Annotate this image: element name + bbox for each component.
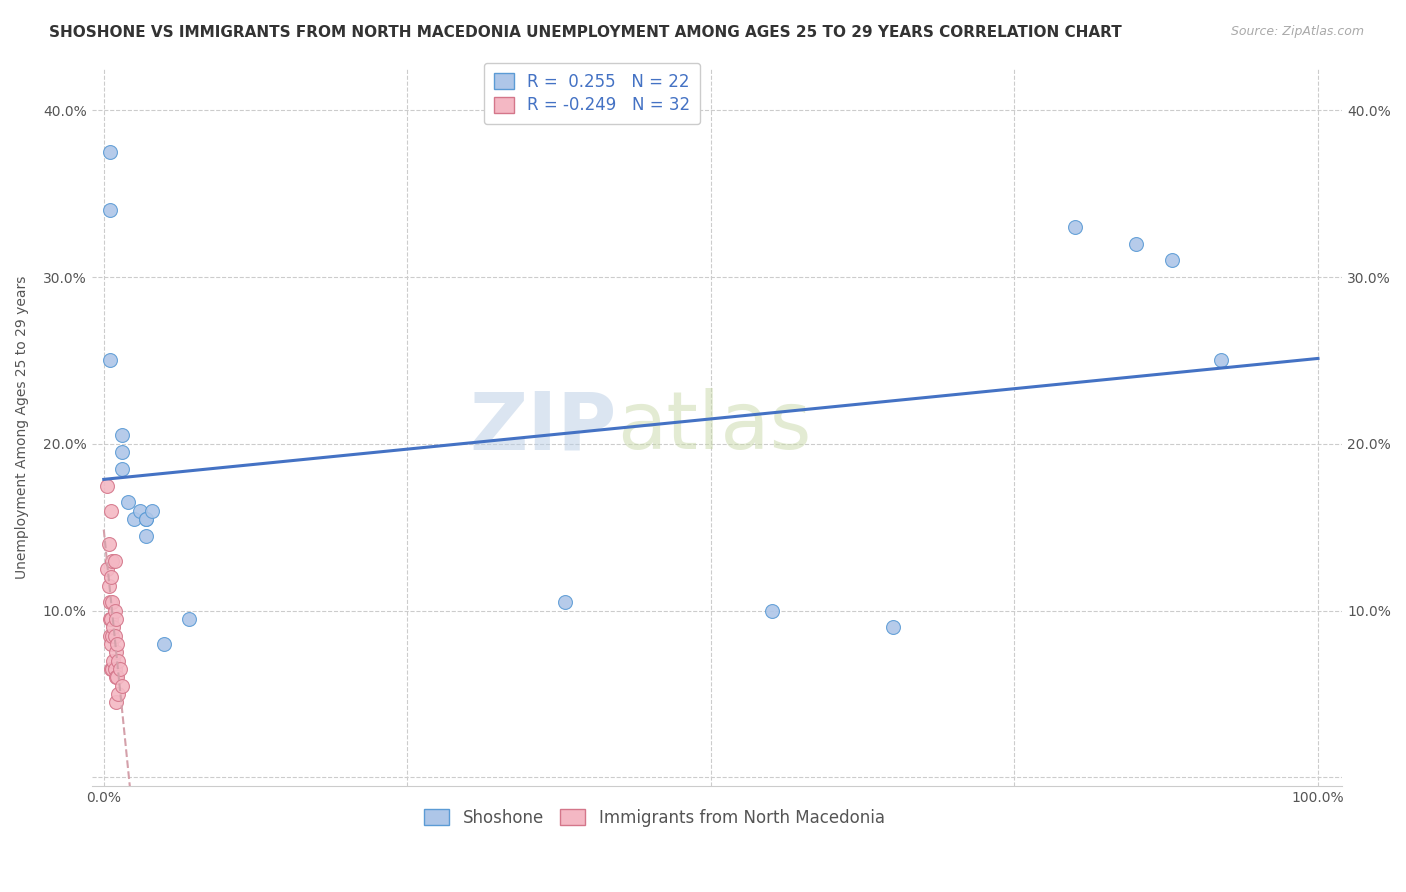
Point — [107, 654, 129, 668]
Point — [177, 612, 200, 626]
Point — [111, 679, 134, 693]
Point — [141, 503, 163, 517]
Point — [104, 670, 127, 684]
Point — [554, 595, 576, 609]
Point — [105, 670, 128, 684]
Point — [104, 604, 127, 618]
Point — [107, 687, 129, 701]
Point — [98, 353, 121, 368]
Point — [104, 612, 127, 626]
Legend: Shoshone, Immigrants from North Macedonia: Shoshone, Immigrants from North Macedoni… — [416, 800, 893, 835]
Point — [1064, 219, 1087, 234]
Point — [104, 662, 127, 676]
Point — [100, 612, 122, 626]
Point — [882, 620, 904, 634]
Point — [135, 528, 157, 542]
Point — [122, 512, 145, 526]
Point — [98, 595, 121, 609]
Point — [103, 654, 125, 668]
Point — [111, 428, 134, 442]
Point — [100, 637, 122, 651]
Point — [97, 537, 120, 551]
Point — [761, 604, 783, 618]
Point — [135, 512, 157, 526]
Point — [98, 612, 121, 626]
Text: Source: ZipAtlas.com: Source: ZipAtlas.com — [1230, 25, 1364, 38]
Point — [129, 503, 152, 517]
Text: SHOSHONE VS IMMIGRANTS FROM NORTH MACEDONIA UNEMPLOYMENT AMONG AGES 25 TO 29 YEA: SHOSHONE VS IMMIGRANTS FROM NORTH MACEDO… — [49, 25, 1122, 40]
Point — [135, 512, 157, 526]
Point — [101, 595, 124, 609]
Point — [1209, 353, 1232, 368]
Point — [153, 637, 176, 651]
Point — [103, 620, 125, 634]
Point — [100, 662, 122, 676]
Point — [104, 695, 127, 709]
Text: ZIP: ZIP — [470, 388, 617, 467]
Point — [104, 629, 127, 643]
Point — [111, 445, 134, 459]
Point — [98, 203, 121, 218]
Point — [96, 478, 118, 492]
Point — [104, 645, 127, 659]
Point — [100, 503, 122, 517]
Point — [104, 553, 127, 567]
Point — [101, 553, 124, 567]
Point — [97, 579, 120, 593]
Point — [101, 662, 124, 676]
Point — [1125, 236, 1147, 251]
Point — [96, 562, 118, 576]
Point — [108, 662, 131, 676]
Point — [1161, 253, 1184, 268]
Point — [98, 145, 121, 159]
Text: atlas: atlas — [617, 388, 811, 467]
Point — [101, 629, 124, 643]
Point — [98, 629, 121, 643]
Y-axis label: Unemployment Among Ages 25 to 29 years: Unemployment Among Ages 25 to 29 years — [15, 276, 30, 579]
Point — [100, 570, 122, 584]
Point — [111, 462, 134, 476]
Point — [117, 495, 139, 509]
Point — [105, 637, 128, 651]
